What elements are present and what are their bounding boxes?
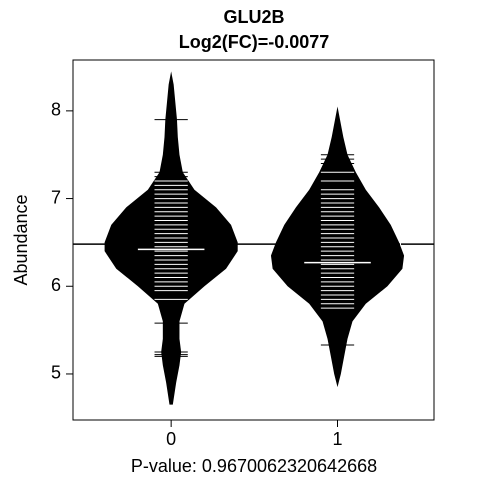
plot-frame (72, 59, 435, 421)
y-tick-label: 6 (51, 275, 61, 295)
chart-subtitle: Log2(FC)=-0.0077 (179, 32, 330, 52)
y-tick-label: 7 (51, 187, 61, 207)
y-axis-label: Abundance (11, 194, 31, 285)
x-tick-label: 0 (166, 429, 176, 449)
y-tick-label: 8 (51, 100, 61, 120)
y-tick-label: 5 (51, 363, 61, 383)
x-axis-label: P-value: 0.9670062320642668 (131, 456, 377, 476)
x-tick-label: 1 (333, 429, 343, 449)
chart-title: GLU2B (223, 7, 284, 27)
